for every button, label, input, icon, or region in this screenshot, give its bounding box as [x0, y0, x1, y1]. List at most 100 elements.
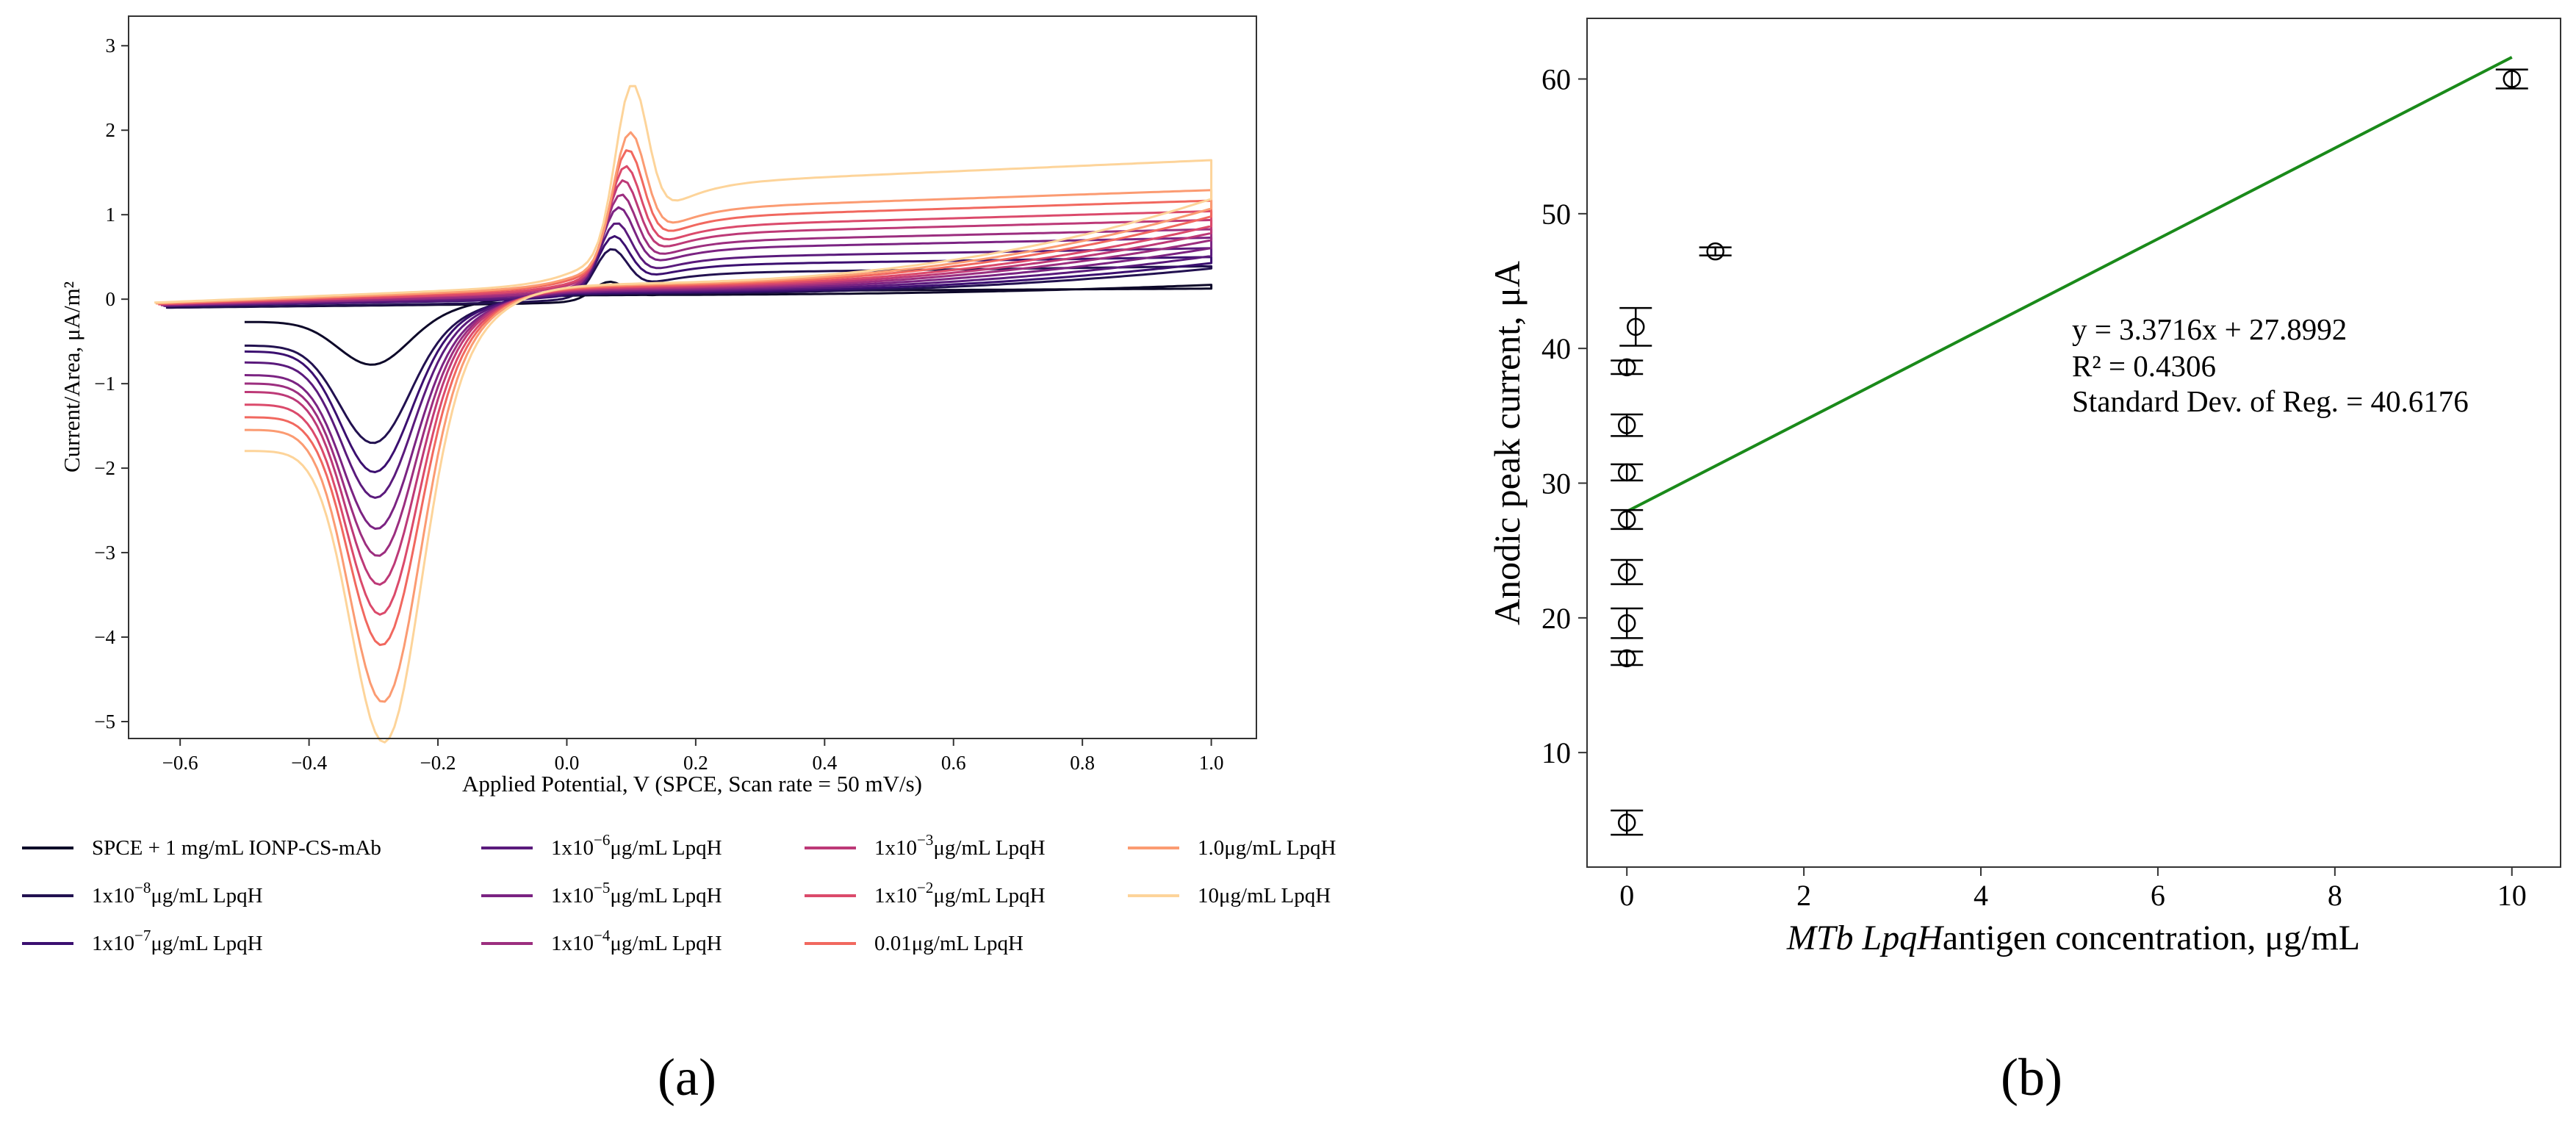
legend-label-text: SPCE + 1 mg/mL IONP-CS-mAb	[92, 836, 381, 860]
legend-item: 1x10−4μg/mL LpqH	[481, 927, 722, 955]
legend-label: 10μg/mL LpqH	[1198, 884, 1331, 907]
legend-label-unit: μg/mL LpqH	[610, 884, 722, 907]
y-tick-label: 1	[106, 204, 116, 226]
panel-b-y-axis-label: Anodic peak current, μA	[1486, 261, 1528, 625]
data-marker	[1617, 463, 1636, 482]
legend-label: 1x10−6μg/mL LpqH	[551, 831, 722, 860]
legend-label-unit: μg/mL LpqH	[933, 884, 1045, 907]
x-tick-label: 0.0	[555, 752, 580, 774]
data-point	[1611, 809, 1644, 836]
legend-label-text: 1x10	[874, 836, 917, 860]
data-marker	[1617, 649, 1636, 668]
x-tick-label: 0.4	[812, 752, 837, 774]
panel-b-x-axis: 0 2 4 6 8 10	[1619, 867, 2527, 912]
legend-label-exponent: −2	[917, 879, 933, 896]
legend-label-unit: μg/mL LpqH	[610, 836, 722, 860]
data-point	[1611, 413, 1644, 437]
legend-label-text: 1x10	[551, 884, 594, 907]
panel-a-plot-frame	[128, 15, 1257, 739]
x-tick-label: 0	[1619, 879, 1634, 912]
data-point	[1611, 607, 1644, 639]
legend-label-unit: μg/mL LpqH	[610, 932, 722, 955]
legend-item: 1x10−3μg/mL LpqH	[805, 831, 1046, 860]
data-marker	[1706, 242, 1724, 261]
panel-b-data-points	[1611, 68, 2528, 836]
legend-label-text: 1x10	[551, 932, 594, 955]
panel-b-x-axis-label: MTb LpqHantigen concentration, μg/mL	[1786, 919, 2360, 957]
x-tick-label: 2	[1796, 879, 1811, 912]
x-tick-label: −0.6	[162, 752, 198, 774]
legend-label-exponent: −6	[594, 831, 610, 849]
data-point	[1611, 358, 1644, 377]
data-marker	[1627, 317, 1645, 337]
cv-curve	[160, 193, 1213, 557]
legend-label-exponent: −8	[134, 879, 151, 896]
y-tick-label: −5	[94, 711, 115, 733]
panel-a-y-axis: −5 −4 −3 −2 −1 0 1 2 3	[94, 35, 129, 733]
legend-label: SPCE + 1 mg/mL IONP-CS-mAb	[92, 836, 381, 860]
y-tick-label: 40	[1541, 332, 1571, 365]
legend-label-text: 1x10	[92, 884, 134, 907]
legend-label-text: 10μg/mL LpqH	[1198, 884, 1331, 907]
legend-label-unit: μg/mL LpqH	[151, 884, 262, 907]
data-point	[1611, 508, 1644, 531]
cv-curve	[154, 85, 1213, 744]
y-tick-label: −4	[94, 626, 115, 648]
x-tick-label: 0.8	[1070, 752, 1095, 774]
legend-label-text: 0.01μg/mL LpqH	[874, 932, 1023, 955]
panel-label-a: (a)	[658, 1048, 716, 1107]
data-marker	[1617, 416, 1636, 434]
legend-label-exponent: −7	[134, 927, 151, 944]
legend-label: 1x10−2μg/mL LpqH	[874, 879, 1046, 907]
legend-label-unit: μg/mL LpqH	[151, 932, 262, 955]
legend-label-exponent: −5	[594, 879, 610, 896]
legend-item: 1x10−2μg/mL LpqH	[805, 879, 1046, 907]
data-marker	[1617, 813, 1636, 832]
data-point	[1699, 242, 1732, 261]
legend-item: 1x10−7μg/mL LpqH	[22, 927, 263, 955]
panel-a-y-axis-label: Current/Area, μA/m²	[59, 281, 84, 472]
data-marker	[1617, 358, 1636, 377]
y-tick-label: −2	[94, 457, 115, 479]
data-marker	[1617, 510, 1636, 529]
legend-item: 1x10−8μg/mL LpqH	[22, 879, 263, 907]
y-tick-label: −1	[94, 373, 115, 395]
x-tick-label: 8	[2328, 879, 2342, 912]
panel-b-plot-frame	[1586, 18, 2561, 868]
x-tick-label: 4	[1974, 879, 1988, 912]
panel-b-calibration-chart: 0 2 4 6 8 10 10 20 30 40 50 60 MTb LpqHantigen con…	[1486, 18, 2561, 1107]
legend-item: 1x10−5μg/mL LpqH	[481, 879, 722, 907]
data-point	[1611, 558, 1644, 586]
legend-label-text: 1x10	[551, 836, 594, 860]
panel-a-x-axis: −0.6 −0.4 −0.2 0.0 0.2 0.4 0.6 0.8 1.0	[162, 738, 1224, 774]
y-tick-label: 50	[1541, 198, 1571, 231]
y-tick-label: 60	[1541, 63, 1571, 96]
legend-label-exponent: −4	[594, 927, 611, 944]
x-tick-label: 10	[2497, 879, 2527, 912]
x-tick-label: 1.0	[1199, 752, 1224, 774]
data-point	[1611, 463, 1644, 482]
y-tick-label: 30	[1541, 467, 1571, 500]
y-tick-label: 20	[1541, 602, 1571, 635]
data-point	[1611, 649, 1644, 668]
legend-label: 1x10−5μg/mL LpqH	[551, 879, 722, 907]
panel-b-y-axis: 10 20 30 40 50 60	[1541, 63, 1587, 769]
data-marker	[1617, 563, 1636, 581]
panel-a-curves	[154, 85, 1213, 744]
y-tick-label: −3	[94, 542, 115, 564]
data-point	[2495, 68, 2528, 90]
regression-annotation: y = 3.3716x + 27.8992 R² = 0.4306 Standa…	[2072, 312, 2469, 418]
data-marker	[2503, 70, 2521, 88]
legend-label-exponent: −3	[917, 831, 933, 849]
x-tick-label: −0.4	[291, 752, 327, 774]
annotation-r-squared: R² = 0.4306	[2072, 349, 2216, 383]
annotation-equation: y = 3.3716x + 27.8992	[2072, 312, 2347, 346]
x-tick-label: 6	[2151, 879, 2165, 912]
y-tick-label: 10	[1541, 736, 1571, 769]
y-tick-label: 3	[106, 35, 116, 57]
y-tick-label: 2	[106, 119, 116, 141]
data-point	[1619, 306, 1652, 347]
annotation-std-dev: Standard Dev. of Reg. = 40.6176	[2072, 384, 2469, 418]
legend-label: 1.0μg/mL LpqH	[1198, 836, 1336, 860]
